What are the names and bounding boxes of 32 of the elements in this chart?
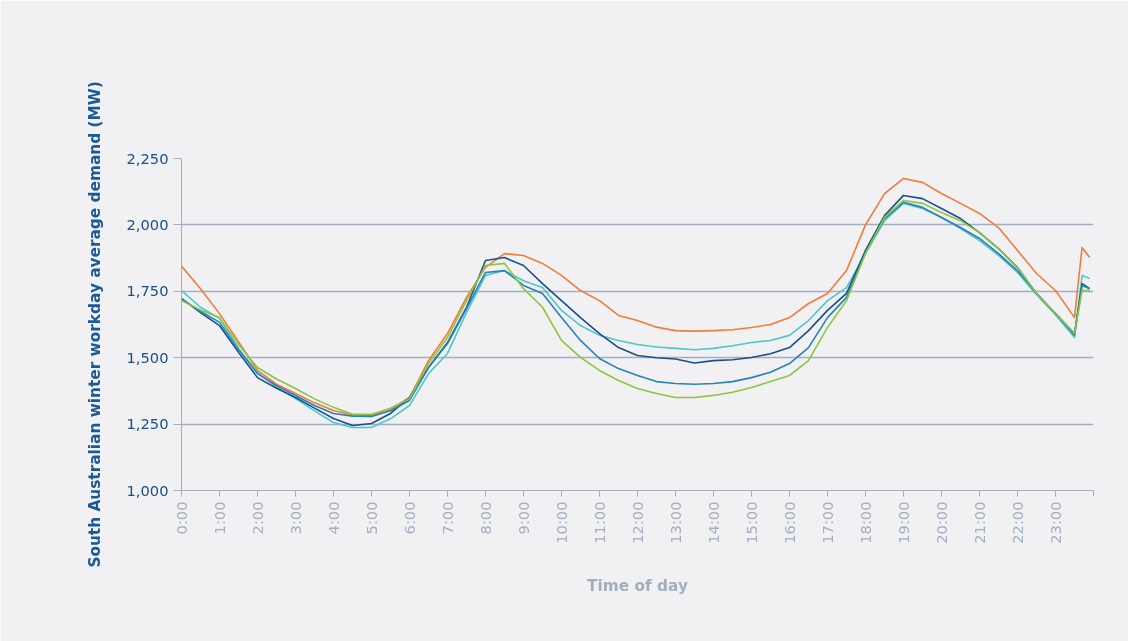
x-tick-label: 3:00 <box>287 501 304 535</box>
y-tick-label: 1,750 <box>126 282 169 300</box>
x-tick-label: 20:00 <box>933 501 950 544</box>
x-tick-label: 7:00 <box>439 501 456 535</box>
x-tick-label: 21:00 <box>971 501 988 544</box>
x-tick-label: 23:00 <box>1047 501 1064 544</box>
y-tick-label: 1,500 <box>126 348 169 366</box>
x-tick-label: 10:00 <box>553 501 570 544</box>
x-tick-label: 13:00 <box>667 501 684 544</box>
x-tick-label: 2:00 <box>249 501 266 535</box>
x-tick-label: 6:00 <box>401 501 418 535</box>
x-tick-label: 0:00 <box>173 501 190 535</box>
y-tick-label: 1,250 <box>126 415 169 433</box>
x-axis-title: Time of day <box>587 576 688 595</box>
x-tick-label: 22:00 <box>1009 501 1026 544</box>
x-tick-label: 8:00 <box>477 501 494 535</box>
x-tick-label: 18:00 <box>857 501 874 544</box>
y-axis-title: South Australian winter workday average demand (MW) <box>85 81 104 568</box>
x-tick-label: 19:00 <box>895 501 912 544</box>
x-tick-label: 14:00 <box>705 501 722 544</box>
x-tick-label: 17:00 <box>819 501 836 544</box>
y-tick-label: 1,000 <box>126 481 169 499</box>
x-tick-label: 9:00 <box>515 501 532 535</box>
x-tick-label: 12:00 <box>629 501 646 544</box>
y-tick-label: 2,000 <box>126 215 169 233</box>
x-tick-label: 5:00 <box>363 501 380 535</box>
x-tick-label: 16:00 <box>781 501 798 544</box>
x-tick-label: 15:00 <box>743 501 760 544</box>
x-tick-label: 1:00 <box>211 501 228 535</box>
x-tick-label: 11:00 <box>591 501 608 544</box>
x-tick-label: 4:00 <box>325 501 342 535</box>
y-tick-label: 2,250 <box>126 149 169 167</box>
